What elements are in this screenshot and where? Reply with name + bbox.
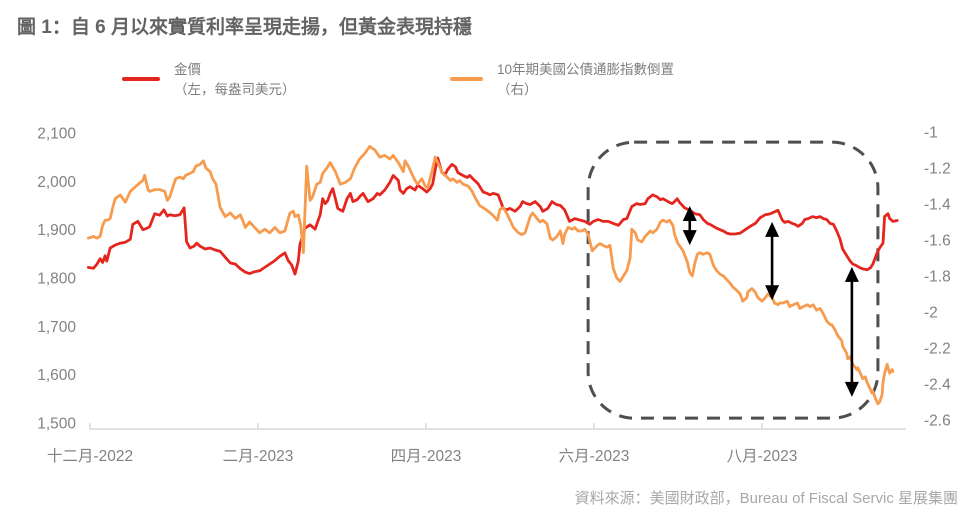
- real-yield-inverted-line: [86, 144, 895, 406]
- legend-item-gold-price: 金價 （左，每盎司美元）: [122, 60, 296, 100]
- x-axis-tick-label: 六月-2023: [559, 447, 630, 465]
- real-yield-legend-sublabel: （右）: [497, 82, 538, 97]
- right-axis-tick-label: -1.6: [924, 233, 951, 250]
- gold-price-legend-label: 金價: [174, 62, 201, 77]
- x-axis-tick-label: 四月-2023: [391, 448, 462, 465]
- legend-item-real-yield: 10年期美國公債通膨指數倒置 （右）: [450, 60, 674, 100]
- source-note: 資料來源：美國財政部，Bureau of Fiscal Servic 星展集團: [574, 490, 958, 507]
- right-axis-tick-label: -2.2: [924, 341, 951, 358]
- gap-arrow-head-up: [765, 221, 780, 237]
- left-axis-tick-label: 1,500: [37, 416, 76, 433]
- gap-arrow-head-down: [765, 285, 780, 301]
- gap-arrow-head-down: [844, 381, 859, 397]
- real-yield-legend-label: 10年期美國公債通膨指數倒置: [497, 62, 675, 77]
- right-axis-tick-label: -2: [924, 305, 938, 322]
- figure-title: 圖 1：自 6 月以來實質利率呈現走揚，但黃金表現持穩: [17, 17, 472, 38]
- x-axis-tick-label: 八月-2023: [727, 448, 798, 465]
- left-axis-tick-label: 1,700: [37, 319, 76, 336]
- real-yield-legend-swatch: [450, 77, 483, 81]
- right-axis-tick-label: -1.8: [924, 269, 951, 286]
- left-axis-tick-label: 1,800: [37, 271, 76, 288]
- gold-price-line: [86, 156, 899, 276]
- right-axis-tick-label: -1.2: [924, 161, 951, 178]
- gold-price-legend-sublabel: （左，每盎司美元）: [174, 82, 296, 97]
- highlight-dashed-box: [586, 140, 880, 420]
- left-axis-tick-label: 2,100: [37, 126, 76, 143]
- right-axis-tick-label: -1.4: [924, 197, 951, 214]
- gold-price-legend-swatch: [122, 77, 160, 81]
- gap-arrow-head-up: [682, 205, 697, 221]
- gap-arrow-head-down: [682, 230, 697, 246]
- gap-arrow-head-up: [844, 266, 859, 282]
- right-axis-tick-label: -2.4: [924, 377, 951, 394]
- left-axis-tick-label: 2,000: [37, 174, 76, 191]
- left-axis-tick-label: 1,900: [37, 222, 76, 239]
- right-axis-tick-label: -2.6: [924, 413, 951, 430]
- x-axis-tick-label: 十二月-2022: [47, 447, 133, 465]
- x-axis-tick-label: 二月-2023: [223, 448, 294, 465]
- right-axis-tick-label: -1: [924, 125, 938, 142]
- left-axis-tick-label: 1,600: [37, 367, 76, 384]
